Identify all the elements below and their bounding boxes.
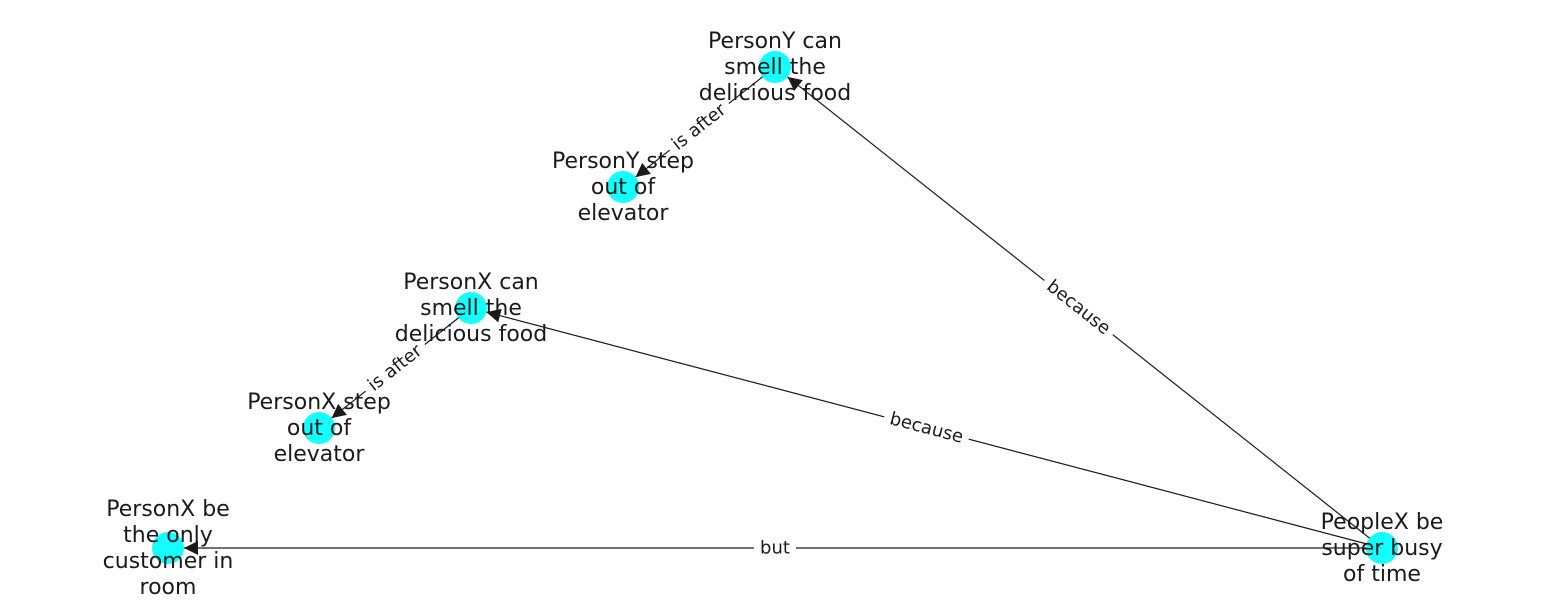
node-label-px_step: PersonX step out of elevator (247, 390, 391, 467)
edge-label-background (661, 93, 737, 160)
node-px_smell (455, 292, 487, 324)
node-label-peoplex_busy: PeopleX be super busy of time (1321, 510, 1444, 587)
edge-label: is after (364, 340, 427, 396)
node-label-line: PersonY step (552, 149, 694, 174)
edge-label-group: because (881, 404, 972, 452)
node-label-line: PersonX be (106, 497, 230, 522)
edge-label-background (881, 404, 972, 452)
edge-label-background (357, 334, 433, 401)
edge-label-group: because (1036, 270, 1121, 345)
node-label-line: PersonX can (403, 270, 539, 295)
edge-label-background (754, 535, 796, 561)
node-label-line: PeopleX be (1321, 510, 1444, 535)
node-peoplex_busy (1366, 532, 1398, 564)
node-label-line: PersonY can (708, 29, 842, 54)
node-label-line: elevator (578, 201, 670, 226)
nodes-layer (152, 51, 1398, 564)
node-label-line: the only (123, 523, 213, 548)
node-label-line: delicious food (395, 322, 547, 347)
node-px_customer (152, 532, 184, 564)
node-label-py_step: PersonY step out of elevator (552, 149, 694, 226)
node-label-line: delicious food (699, 81, 851, 106)
edge-label: because (887, 408, 965, 447)
node-label-py_smell: PersonY can smell the delicious food (699, 29, 851, 106)
node-label-line: room (140, 575, 197, 600)
node-label-line: super busy (1321, 536, 1442, 561)
node-label-line: smell the (724, 55, 826, 80)
edge-label-group: but (754, 535, 796, 561)
node-label-px_customer: PersonX be the only customer in room (103, 497, 234, 600)
edge-label: is after (668, 99, 731, 155)
edge-label-background (1036, 270, 1121, 345)
node-label-px_smell: PersonX can smell the delicious food (395, 270, 547, 347)
node-label-line: smell the (420, 296, 522, 321)
node-label-line: out of (287, 416, 352, 441)
node-py_smell (759, 51, 791, 83)
node-px_step (303, 412, 335, 444)
edge-label: but (760, 538, 790, 559)
edge-label: because (1042, 276, 1114, 339)
node-label-line: elevator (274, 442, 366, 467)
edges-layer (184, 66, 1383, 555)
node-labels-layer: PersonY can smell the delicious foodPerson… (103, 29, 1444, 600)
node-label-line: of time (1343, 562, 1421, 587)
node-label-line: PersonX step (247, 390, 391, 415)
node-label-line: customer in (103, 549, 234, 574)
node-label-line: out of (591, 175, 656, 200)
node-py_step (607, 171, 639, 203)
